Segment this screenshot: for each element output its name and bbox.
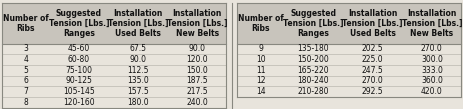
Text: 225.0: 225.0 [362, 55, 383, 64]
Text: 202.5: 202.5 [362, 44, 383, 53]
Text: 60-80: 60-80 [68, 55, 90, 64]
Text: Suggested
Tension [Lbs.]
Ranges: Suggested Tension [Lbs.] Ranges [283, 9, 344, 38]
Text: 90.0: 90.0 [189, 44, 206, 53]
Text: 6: 6 [24, 77, 28, 85]
Text: 8: 8 [24, 98, 28, 107]
Text: 5: 5 [24, 66, 28, 75]
Text: 210-280: 210-280 [298, 87, 329, 96]
Text: 10: 10 [256, 55, 265, 64]
Bar [237, 3, 461, 44]
Text: 240.0: 240.0 [187, 98, 208, 107]
Text: Suggested
Tension [Lbs.]
Ranges: Suggested Tension [Lbs.] Ranges [49, 9, 109, 38]
Text: 90.0: 90.0 [130, 55, 147, 64]
Text: 135.0: 135.0 [127, 77, 149, 85]
Bar [2, 44, 226, 108]
Text: 270.0: 270.0 [421, 44, 443, 53]
Text: 120.0: 120.0 [187, 55, 208, 64]
Text: 150-200: 150-200 [298, 55, 329, 64]
Text: 105-145: 105-145 [63, 87, 95, 96]
Text: Installation
Tension [Lbs.]
Used Belts: Installation Tension [Lbs.] Used Belts [343, 9, 403, 38]
Text: Number of
Ribs: Number of Ribs [238, 14, 283, 33]
Text: 90-125: 90-125 [65, 77, 92, 85]
Text: Installation
Tension [Lbs.]
New Belts: Installation Tension [Lbs.] New Belts [401, 9, 462, 38]
Text: 7: 7 [24, 87, 28, 96]
Bar [237, 44, 461, 97]
Text: 3: 3 [24, 44, 28, 53]
Text: 333.0: 333.0 [421, 66, 443, 75]
Text: 165-220: 165-220 [298, 66, 329, 75]
Text: 135-180: 135-180 [298, 44, 329, 53]
Text: 180-240: 180-240 [298, 77, 329, 85]
Text: 11: 11 [256, 66, 265, 75]
Text: 12: 12 [256, 77, 265, 85]
Text: 9: 9 [258, 44, 263, 53]
Text: 300.0: 300.0 [421, 55, 443, 64]
Text: Installation
Tension [Lbs.]
Used Belts: Installation Tension [Lbs.] Used Belts [108, 9, 169, 38]
Text: 180.0: 180.0 [127, 98, 149, 107]
Text: 120-160: 120-160 [63, 98, 95, 107]
Text: 67.5: 67.5 [130, 44, 147, 53]
Text: 157.5: 157.5 [127, 87, 149, 96]
Text: 247.5: 247.5 [362, 66, 383, 75]
Bar [2, 3, 226, 44]
Text: 270.0: 270.0 [362, 77, 383, 85]
Text: 14: 14 [256, 87, 265, 96]
Text: 75-100: 75-100 [65, 66, 93, 75]
Text: 187.5: 187.5 [187, 77, 208, 85]
Text: 217.5: 217.5 [187, 87, 208, 96]
Text: 150.0: 150.0 [187, 66, 208, 75]
Text: 4: 4 [24, 55, 28, 64]
Text: Installation
Tension [Lbs.]
New Belts: Installation Tension [Lbs.] New Belts [167, 9, 227, 38]
Text: 112.5: 112.5 [127, 66, 149, 75]
Text: 45-60: 45-60 [68, 44, 90, 53]
Text: 360.0: 360.0 [421, 77, 443, 85]
Text: Number of
Ribs: Number of Ribs [3, 14, 49, 33]
Text: 292.5: 292.5 [362, 87, 383, 96]
Text: 420.0: 420.0 [421, 87, 443, 96]
